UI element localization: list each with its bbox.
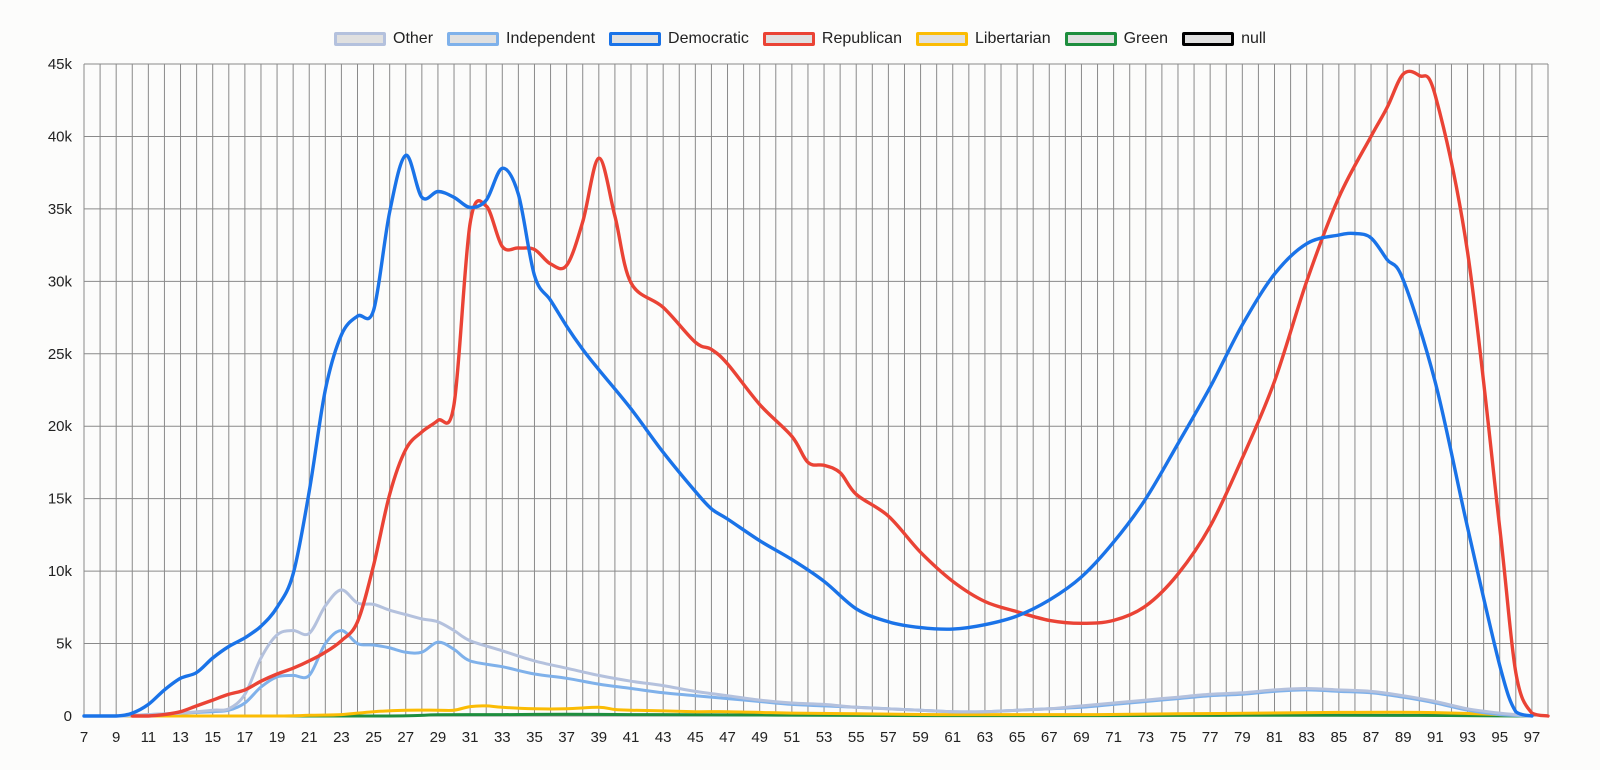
x-tick-label: 71 bbox=[1105, 729, 1122, 746]
legend-item-independent[interactable]: Independent bbox=[447, 30, 595, 48]
x-tick-label: 9 bbox=[112, 729, 120, 746]
x-tick-label: 17 bbox=[237, 729, 254, 746]
y-tick-label: 40k bbox=[48, 128, 73, 145]
x-tick-label: 83 bbox=[1298, 729, 1315, 746]
legend-item-libertarian[interactable]: Libertarian bbox=[915, 30, 1051, 48]
legend-swatch bbox=[447, 32, 500, 46]
x-tick-label: 93 bbox=[1459, 729, 1476, 746]
x-tick-label: 31 bbox=[462, 729, 479, 746]
x-tick-label: 37 bbox=[558, 729, 575, 746]
x-tick-label: 29 bbox=[430, 729, 447, 746]
x-tick-label: 79 bbox=[1234, 729, 1251, 746]
y-tick-label: 20k bbox=[48, 418, 73, 435]
series-line-republican bbox=[130, 69, 1550, 718]
x-tick-label: 67 bbox=[1041, 729, 1058, 746]
x-tick-label: 43 bbox=[655, 729, 672, 746]
x-tick-label: 7 bbox=[80, 729, 88, 746]
x-tick-label: 19 bbox=[269, 729, 286, 746]
x-tick-label: 95 bbox=[1491, 729, 1508, 746]
y-tick-label: 10k bbox=[48, 563, 73, 580]
x-tick-label: 61 bbox=[944, 729, 961, 746]
chart-legend: Other Independent Democratic Republican Libe… bbox=[0, 30, 1600, 48]
x-tick-label: 25 bbox=[365, 729, 382, 746]
x-tick-label: 27 bbox=[397, 729, 414, 746]
x-tick-label: 21 bbox=[301, 729, 318, 746]
x-tick-label: 75 bbox=[1170, 729, 1187, 746]
x-tick-label: 91 bbox=[1427, 729, 1444, 746]
x-tick-label: 89 bbox=[1395, 729, 1412, 746]
series-line-other bbox=[82, 588, 1534, 718]
x-tick-label: 47 bbox=[719, 729, 736, 746]
legend-swatch bbox=[1064, 32, 1117, 46]
legend-swatch bbox=[609, 32, 662, 46]
x-tick-label: 97 bbox=[1524, 729, 1541, 746]
x-tick-label: 53 bbox=[816, 729, 833, 746]
legend-item-republican[interactable]: Republican bbox=[762, 30, 902, 48]
y-tick-label: 15k bbox=[48, 491, 73, 508]
legend-item-other[interactable]: Other bbox=[334, 30, 433, 48]
x-tick-label: 63 bbox=[977, 729, 994, 746]
x-tick-label: 69 bbox=[1073, 729, 1090, 746]
legend-label: Other bbox=[393, 30, 434, 47]
x-tick-label: 35 bbox=[526, 729, 543, 746]
x-tick-label: 87 bbox=[1363, 729, 1380, 746]
x-tick-label: 51 bbox=[784, 729, 801, 746]
x-tick-label: 15 bbox=[204, 729, 221, 746]
x-tick-label: 39 bbox=[590, 729, 607, 746]
y-tick-label: 5k bbox=[56, 636, 72, 653]
legend-item-null[interactable]: null bbox=[1182, 30, 1266, 48]
x-tick-label: 57 bbox=[880, 729, 897, 746]
legend-label: Democratic bbox=[668, 30, 749, 47]
x-tick-label: 73 bbox=[1137, 729, 1154, 746]
series-line-libertarian bbox=[82, 704, 1534, 718]
x-tick-label: 77 bbox=[1202, 729, 1219, 746]
x-tick-label: 41 bbox=[623, 729, 640, 746]
legend-swatch bbox=[1182, 32, 1235, 46]
legend-swatch bbox=[334, 32, 387, 46]
series-line-democratic bbox=[82, 153, 1534, 718]
legend-label: null bbox=[1241, 30, 1266, 47]
x-tick-label: 85 bbox=[1331, 729, 1348, 746]
x-tick-label: 59 bbox=[912, 729, 929, 746]
x-tick-label: 45 bbox=[687, 729, 704, 746]
y-tick-label: 0 bbox=[64, 708, 72, 725]
series-line-green bbox=[82, 712, 1534, 718]
y-tick-label: 30k bbox=[48, 273, 73, 290]
x-tick-label: 23 bbox=[333, 729, 350, 746]
x-tick-label: 13 bbox=[172, 729, 189, 746]
legend-label: Green bbox=[1123, 30, 1169, 47]
y-tick-label: 45k bbox=[48, 56, 73, 73]
legend-label: Independent bbox=[506, 30, 596, 47]
legend-item-green[interactable]: Green bbox=[1064, 30, 1169, 48]
y-tick-label: 25k bbox=[48, 346, 73, 363]
legend-label: Libertarian bbox=[974, 30, 1051, 47]
legend-item-democratic[interactable]: Democratic bbox=[609, 30, 749, 48]
x-tick-label: 33 bbox=[494, 729, 511, 746]
x-tick-label: 65 bbox=[1009, 729, 1026, 746]
x-tick-label: 81 bbox=[1266, 729, 1283, 746]
y-tick-label: 35k bbox=[48, 201, 73, 218]
x-tick-label: 55 bbox=[848, 729, 865, 746]
legend-label: Republican bbox=[821, 30, 902, 47]
x-tick-label: 49 bbox=[751, 729, 768, 746]
x-tick-label: 11 bbox=[141, 729, 157, 746]
legend-swatch bbox=[762, 32, 815, 46]
legend-swatch bbox=[915, 32, 968, 46]
